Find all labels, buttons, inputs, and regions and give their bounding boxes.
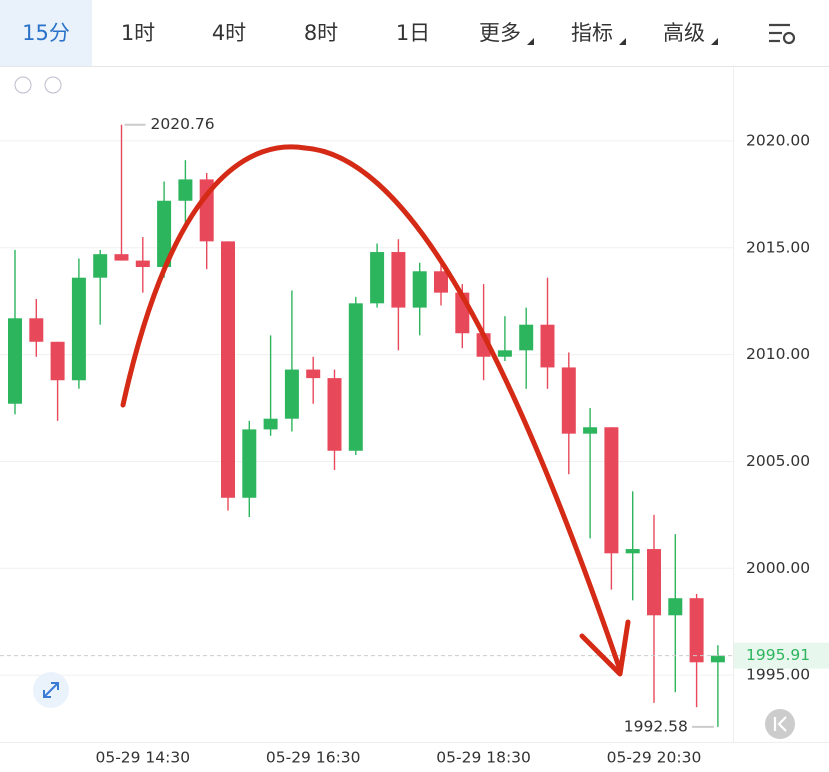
tab[interactable]: 15分: [22, 21, 70, 45]
candle-body: [647, 549, 661, 616]
last-price-box: [734, 642, 829, 669]
x-tick-label: 05-29 18:30: [436, 749, 531, 767]
tab[interactable]: 1日: [396, 21, 430, 45]
y-tick-label: 2005.00: [746, 452, 810, 470]
candle-body: [157, 200, 172, 267]
y-tick-label: 1995.00: [746, 666, 810, 684]
candle-body: [327, 378, 342, 451]
dropdown-icon: [711, 38, 718, 45]
tab[interactable]: 1时: [121, 21, 155, 45]
candle-body: [668, 598, 683, 616]
candle-body: [412, 271, 427, 308]
candle-body: [242, 429, 257, 498]
tab[interactable]: 4时: [212, 21, 246, 45]
tab[interactable]: 更多: [479, 21, 521, 45]
candle-body: [135, 260, 150, 267]
candle-body: [434, 271, 448, 293]
tab[interactable]: 指标: [571, 21, 613, 45]
candle-body: [199, 179, 214, 242]
indicator-icon[interactable]: [14, 76, 32, 94]
candle-body: [178, 179, 193, 201]
candle-body: [391, 252, 406, 308]
candle-body: [221, 241, 235, 498]
trend-arrow: [120, 144, 623, 673]
x-tick-label: 05-29 20:30: [607, 749, 702, 767]
x-tick-label: 05-29 16:30: [266, 749, 361, 767]
active-tab-bg: [0, 0, 92, 66]
low-marker-label: 1992.58: [624, 717, 688, 735]
candle-body: [8, 318, 22, 404]
candle-body: [263, 418, 278, 430]
candle-body: [93, 254, 108, 278]
y-tick-label: 2000.00: [746, 559, 810, 577]
y-tick-label: 2010.00: [746, 345, 810, 363]
candle-body: [284, 369, 299, 419]
tab[interactable]: 高级: [663, 21, 705, 45]
candle-body: [306, 369, 321, 379]
candle-body: [540, 324, 555, 368]
candle-body: [710, 655, 725, 663]
candle-body: [583, 427, 598, 434]
x-tick-label: 05-29 14:30: [95, 749, 190, 767]
high-marker-label: 2020.76: [151, 115, 215, 133]
tab[interactable]: 8时: [304, 21, 338, 45]
expand-icon: [43, 682, 59, 698]
candle-body: [71, 277, 86, 381]
y-tick-label: 2015.00: [746, 238, 810, 256]
candle-body: [50, 341, 65, 381]
candle-body: [29, 318, 44, 342]
last-price-label: 1995.91: [746, 646, 810, 664]
candle-body: [348, 303, 363, 451]
settings-icon[interactable]: [769, 23, 796, 45]
candle-body: [689, 598, 704, 663]
y-tick-label: 2020.00: [746, 131, 810, 149]
reset-icon: [773, 716, 787, 732]
candle-body: [519, 324, 534, 351]
trend-arrowhead: [579, 619, 631, 677]
candle-body: [625, 549, 640, 554]
candle-body: [370, 252, 385, 304]
dropdown-icon: [527, 38, 534, 45]
candle-body: [114, 254, 129, 261]
candle-body: [497, 350, 512, 357]
plot: 1995.00 2000.00 2005.00 2010.00 2015.00 2020.…: [0, 115, 829, 767]
candle-body: [561, 367, 576, 434]
candle-body: [604, 427, 619, 554]
indicator-icon[interactable]: [44, 76, 62, 94]
dropdown-icon: [619, 38, 626, 45]
